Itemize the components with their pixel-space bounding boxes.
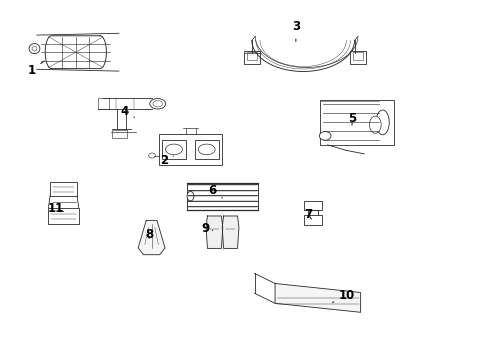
Bar bbox=[304, 215, 321, 225]
Bar bbox=[98, 98, 109, 109]
Text: 5: 5 bbox=[347, 112, 355, 125]
Bar bbox=[246, 52, 256, 60]
Ellipse shape bbox=[153, 100, 162, 107]
Text: 7: 7 bbox=[304, 208, 311, 221]
Ellipse shape bbox=[149, 99, 165, 109]
Ellipse shape bbox=[375, 110, 388, 135]
Text: 2: 2 bbox=[160, 154, 173, 167]
Bar bbox=[48, 207, 79, 224]
Text: 9: 9 bbox=[201, 222, 212, 235]
Circle shape bbox=[319, 132, 330, 140]
Text: 8: 8 bbox=[145, 228, 153, 240]
Ellipse shape bbox=[165, 144, 182, 155]
Polygon shape bbox=[222, 216, 239, 248]
Bar bbox=[304, 201, 321, 211]
Bar bbox=[349, 51, 365, 64]
Bar bbox=[186, 183, 258, 210]
Bar bbox=[194, 140, 218, 159]
Text: 4: 4 bbox=[121, 105, 134, 118]
Polygon shape bbox=[274, 284, 360, 312]
Bar bbox=[244, 51, 259, 64]
Circle shape bbox=[148, 153, 155, 158]
Ellipse shape bbox=[32, 46, 37, 51]
Ellipse shape bbox=[186, 192, 194, 201]
Text: 10: 10 bbox=[332, 289, 355, 302]
Text: 6: 6 bbox=[208, 184, 222, 198]
Text: 1: 1 bbox=[28, 61, 44, 77]
Bar bbox=[159, 134, 222, 165]
Bar bbox=[50, 182, 77, 196]
Bar bbox=[112, 130, 127, 138]
Bar bbox=[162, 140, 185, 159]
Polygon shape bbox=[138, 220, 165, 255]
Bar bbox=[352, 52, 362, 60]
Bar bbox=[320, 100, 393, 145]
Polygon shape bbox=[205, 216, 223, 248]
Ellipse shape bbox=[369, 116, 381, 133]
Ellipse shape bbox=[198, 144, 215, 155]
Text: 11: 11 bbox=[48, 202, 64, 215]
Text: 3: 3 bbox=[291, 21, 299, 41]
Ellipse shape bbox=[29, 44, 40, 54]
